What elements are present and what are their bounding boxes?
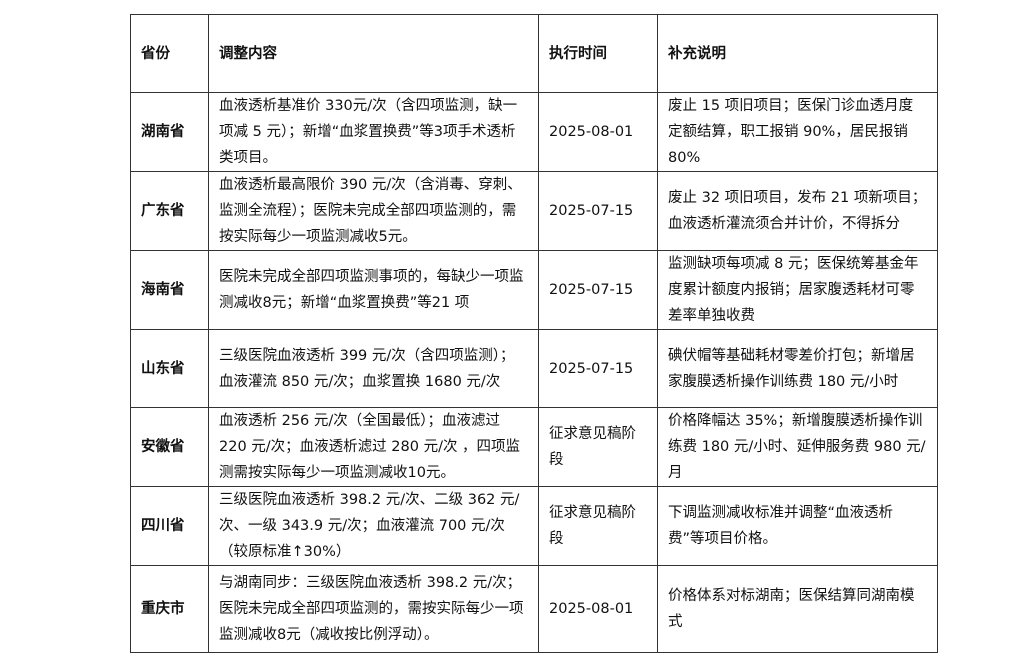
date-cell: 2025-08-01: [538, 92, 658, 172]
content-cell: 三级医院血液透析 398.2 元/次、二级 362 元/次、一级 343.9 元…: [208, 486, 539, 566]
table-row: 四川省 三级医院血液透析 398.2 元/次、二级 362 元/次、一级 343.…: [130, 486, 938, 566]
table-header-row: 省份 调整内容 执行时间 补充说明: [130, 14, 938, 93]
header-province: 省份: [130, 14, 209, 93]
table-row: 重庆市 与湖南同步：三级医院血液透析 398.2 元/次；医院未完成全部四项监测的…: [130, 565, 938, 653]
date-cell: 2025-07-15: [538, 329, 658, 408]
date-cell: 征求意见稿阶段: [538, 486, 658, 566]
content-cell: 血液透析最高限价 390 元/次（含消毒、穿刺、监测全流程）；医院未完成全部四项…: [208, 171, 539, 251]
content-cell: 三级医院血液透析 399 元/次（含四项监测）；血液灌流 850 元/次；血浆置…: [208, 329, 539, 408]
content-cell: 医院未完成全部四项监测事项的，每缺少一项监测减收8元；新增“血浆置换费”等21 …: [208, 250, 539, 330]
policy-table: 省份 调整内容 执行时间 补充说明 湖南省 血液透析基准价 330元/次（含四项监…: [130, 14, 938, 653]
table-row: 安徽省 血液透析 256 元/次（全国最低）；血液滤过 220 元/次；血液透析滤…: [130, 407, 938, 487]
province-cell: 海南省: [130, 250, 209, 330]
province-cell: 重庆市: [130, 565, 209, 653]
note-cell: 碘伏帽等基础耗材零差价打包；新增居家腹膜透析操作训练费 180 元/小时: [657, 329, 938, 408]
province-cell: 四川省: [130, 486, 209, 566]
note-cell: 废止 32 项旧项目，发布 21 项新项目；血液透析灌流须合并计价，不得拆分: [657, 171, 938, 251]
date-cell: 2025-07-15: [538, 171, 658, 251]
province-cell: 安徽省: [130, 407, 209, 487]
note-cell: 废止 15 项旧项目；医保门诊血透月度定额结算，职工报销 90%，居民报销 80…: [657, 92, 938, 172]
header-content: 调整内容: [208, 14, 539, 93]
note-cell: 价格体系对标湖南；医保结算同湖南模式: [657, 565, 938, 653]
note-cell: 价格降幅达 35%；新增腹膜透析操作训练费 180 元/小时、延伸服务费 980…: [657, 407, 938, 487]
date-cell: 2025-07-15: [538, 250, 658, 330]
header-note: 补充说明: [657, 14, 938, 93]
table-row: 山东省 三级医院血液透析 399 元/次（含四项监测）；血液灌流 850 元/次；…: [130, 329, 938, 408]
province-cell: 山东省: [130, 329, 209, 408]
province-cell: 湖南省: [130, 92, 209, 172]
table-row: 海南省 医院未完成全部四项监测事项的，每缺少一项监测减收8元；新增“血浆置换费”等…: [130, 250, 938, 330]
table-row: 湖南省 血液透析基准价 330元/次（含四项监测，缺一项减 5 元）；新增“血浆置…: [130, 92, 938, 172]
content-cell: 血液透析基准价 330元/次（含四项监测，缺一项减 5 元）；新增“血浆置换费”…: [208, 92, 539, 172]
date-cell: 征求意见稿阶段: [538, 407, 658, 487]
content-cell: 血液透析 256 元/次（全国最低）；血液滤过 220 元/次；血液透析滤过 2…: [208, 407, 539, 487]
header-date: 执行时间: [538, 14, 658, 93]
note-cell: 监测缺项每项减 8 元；医保统筹基金年度累计额度内报销；居家腹透耗材可零差率单独…: [657, 250, 938, 330]
content-cell: 与湖南同步：三级医院血液透析 398.2 元/次；医院未完成全部四项监测的，需按…: [208, 565, 539, 653]
note-cell: 下调监测减收标准并调整“血液透析费”等项目价格。: [657, 486, 938, 566]
table-row: 广东省 血液透析最高限价 390 元/次（含消毒、穿刺、监测全流程）；医院未完成全…: [130, 171, 938, 251]
province-cell: 广东省: [130, 171, 209, 251]
date-cell: 2025-08-01: [538, 565, 658, 653]
